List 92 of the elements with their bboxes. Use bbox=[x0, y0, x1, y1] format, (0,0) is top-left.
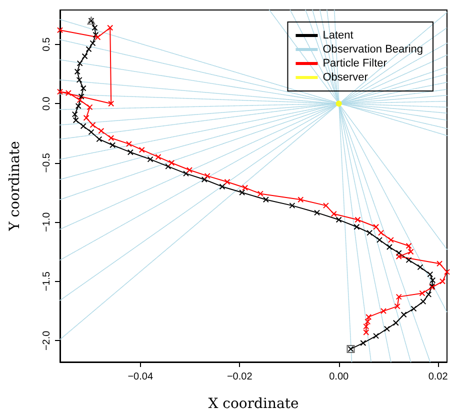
point bbox=[360, 340, 366, 346]
point bbox=[80, 85, 86, 92]
point bbox=[80, 123, 86, 130]
x-tick-label: −0.02 bbox=[226, 372, 253, 382]
y-tick-label: −1.0 bbox=[42, 212, 52, 232]
point bbox=[75, 103, 82, 109]
point bbox=[78, 94, 84, 100]
point bbox=[440, 278, 446, 284]
point bbox=[262, 196, 269, 203]
point bbox=[110, 142, 116, 148]
point bbox=[436, 260, 443, 267]
x-tick-label: 0.02 bbox=[428, 372, 448, 382]
point bbox=[127, 149, 134, 156]
point bbox=[394, 303, 400, 310]
point bbox=[354, 216, 361, 223]
point bbox=[330, 210, 337, 217]
point bbox=[155, 154, 162, 160]
x-tick-label: 0.00 bbox=[329, 372, 350, 382]
point bbox=[88, 129, 94, 136]
point bbox=[96, 136, 102, 142]
point bbox=[373, 224, 380, 230]
point bbox=[204, 172, 210, 179]
point bbox=[165, 163, 172, 170]
point bbox=[384, 326, 390, 332]
point bbox=[76, 60, 83, 66]
point bbox=[396, 254, 402, 260]
point bbox=[138, 146, 145, 153]
point bbox=[201, 176, 208, 182]
point bbox=[420, 298, 426, 305]
point bbox=[426, 291, 432, 298]
point bbox=[239, 190, 246, 196]
point bbox=[354, 224, 360, 230]
point bbox=[380, 308, 386, 314]
point bbox=[417, 264, 424, 270]
y-tick-label: −0.5 bbox=[42, 152, 52, 173]
point bbox=[373, 332, 380, 339]
point bbox=[83, 114, 90, 121]
point bbox=[98, 128, 104, 134]
point bbox=[376, 236, 383, 243]
point bbox=[219, 184, 226, 190]
y-tick-label: 0.0 bbox=[42, 96, 52, 111]
point bbox=[386, 244, 392, 250]
point bbox=[336, 100, 342, 107]
point bbox=[410, 306, 417, 312]
point bbox=[186, 167, 192, 173]
point bbox=[147, 156, 154, 162]
point bbox=[76, 76, 82, 83]
point bbox=[90, 122, 96, 128]
point bbox=[82, 53, 88, 60]
point bbox=[406, 257, 412, 264]
point bbox=[65, 90, 72, 96]
y-axis-title: Y coordinate bbox=[7, 141, 23, 232]
point bbox=[388, 236, 394, 243]
point bbox=[107, 24, 114, 31]
point bbox=[90, 40, 96, 46]
point bbox=[108, 100, 114, 107]
point bbox=[444, 268, 450, 275]
point bbox=[366, 230, 373, 236]
point bbox=[392, 320, 399, 326]
point bbox=[396, 294, 402, 300]
point bbox=[322, 202, 329, 209]
point bbox=[86, 104, 93, 110]
point bbox=[183, 170, 190, 177]
point bbox=[289, 202, 296, 209]
point bbox=[74, 68, 80, 75]
point bbox=[126, 140, 132, 147]
y-tick-label: −1.5 bbox=[42, 271, 52, 292]
point bbox=[76, 97, 83, 104]
point bbox=[86, 46, 92, 52]
point bbox=[57, 88, 63, 95]
point bbox=[94, 34, 101, 40]
legend-label: Observation Bearing bbox=[322, 44, 424, 56]
point bbox=[224, 178, 230, 185]
point bbox=[57, 27, 63, 34]
point bbox=[108, 135, 114, 141]
point bbox=[242, 184, 248, 191]
y-tick-label: 0.5 bbox=[42, 36, 52, 52]
point bbox=[396, 250, 402, 256]
y-tick-label: −2.0 bbox=[42, 330, 52, 351]
point bbox=[298, 196, 304, 203]
point bbox=[168, 160, 175, 166]
point bbox=[419, 290, 426, 296]
point bbox=[378, 230, 384, 236]
point bbox=[257, 190, 264, 197]
point bbox=[400, 312, 407, 318]
legend-label: Observer bbox=[322, 72, 368, 84]
legend-label: Particle Filter bbox=[322, 58, 388, 70]
legend-label: Latent bbox=[322, 30, 354, 42]
point bbox=[314, 210, 320, 216]
x-tick-label: −0.04 bbox=[128, 372, 154, 382]
point bbox=[336, 216, 342, 223]
x-axis-title: X coordinate bbox=[208, 396, 299, 412]
